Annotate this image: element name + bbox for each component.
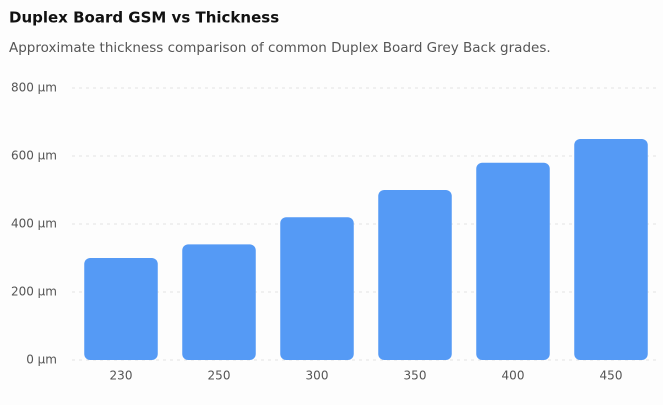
x-tick-label: 250 <box>208 369 231 383</box>
bar <box>84 258 158 360</box>
y-tick-label: 0 µm <box>26 353 57 367</box>
bar <box>182 244 256 360</box>
y-tick-label: 600 µm <box>11 149 57 163</box>
x-tick-label: 300 <box>306 369 329 383</box>
x-tick-label: 400 <box>502 369 525 383</box>
bar <box>574 139 648 360</box>
chart-subtitle: Approximate thickness comparison of comm… <box>9 40 551 56</box>
bar <box>476 162 550 360</box>
y-tick-label: 400 µm <box>11 217 57 231</box>
bar <box>378 190 452 360</box>
chart-title: Duplex Board GSM vs Thickness <box>9 9 279 27</box>
y-tick-label: 800 µm <box>11 81 57 95</box>
x-tick-label: 450 <box>600 369 623 383</box>
y-tick-label: 200 µm <box>11 285 57 299</box>
x-tick-label: 230 <box>110 369 133 383</box>
bar <box>280 217 354 360</box>
x-tick-label: 350 <box>404 369 427 383</box>
